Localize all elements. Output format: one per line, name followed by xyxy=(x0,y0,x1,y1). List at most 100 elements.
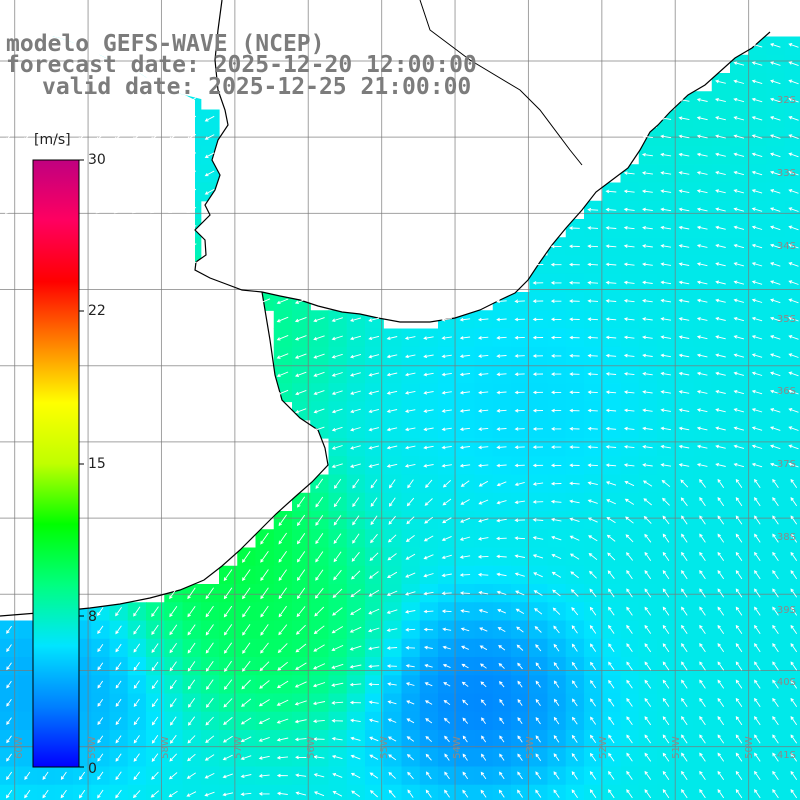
wind-arrow xyxy=(294,700,307,706)
wind-arrow xyxy=(735,533,743,543)
speed-cell xyxy=(784,492,800,512)
wind-arrow xyxy=(587,499,598,504)
wind-arrow xyxy=(751,389,763,395)
speed-cell xyxy=(602,784,622,800)
wind-arrow xyxy=(388,754,397,761)
wind-arrow xyxy=(733,335,745,340)
wind-arrow xyxy=(715,462,726,467)
wind-arrow xyxy=(626,588,633,598)
wind-arrow xyxy=(642,280,653,285)
wind-arrow xyxy=(296,606,306,618)
wind-arrow xyxy=(406,516,415,525)
wind-arrow xyxy=(223,698,233,708)
wind-arrow xyxy=(735,661,743,671)
wind-arrow xyxy=(769,170,781,176)
speed-cell xyxy=(18,657,38,676)
wind-arrow xyxy=(644,606,652,616)
wind-arrow xyxy=(258,792,270,796)
wind-arrow xyxy=(77,133,87,141)
wind-arrow xyxy=(205,642,214,654)
wind-arrow xyxy=(368,589,380,597)
wind-arrow xyxy=(131,261,142,269)
speed-cell xyxy=(127,602,147,622)
wind-arrow xyxy=(351,790,361,797)
wind-arrow xyxy=(608,624,615,634)
wind-arrow xyxy=(6,771,13,781)
wind-arrow xyxy=(478,590,489,595)
wind-arrow xyxy=(425,789,432,798)
wind-arrow xyxy=(331,463,343,469)
wind-arrow xyxy=(352,533,360,544)
wind-arrow xyxy=(151,606,159,617)
wind-arrow xyxy=(662,497,670,506)
wind-arrow xyxy=(696,335,708,340)
wind-arrow xyxy=(59,60,68,68)
wind-arrow xyxy=(699,734,706,744)
wind-arrow xyxy=(41,60,50,68)
wind-arrow xyxy=(295,662,307,670)
speed-cell xyxy=(182,675,202,695)
wind-arrow xyxy=(553,716,560,725)
wind-arrow xyxy=(459,336,471,340)
wind-arrow xyxy=(678,134,690,139)
wind-arrow xyxy=(187,624,196,636)
wind-arrow xyxy=(478,499,489,505)
wind-arrow xyxy=(587,226,599,230)
wind-arrow xyxy=(277,661,288,671)
speed-cell xyxy=(255,784,275,800)
wind-arrow xyxy=(95,97,105,104)
wind-arrow xyxy=(696,171,708,175)
wind-arrow xyxy=(754,570,761,580)
wind-arrow xyxy=(754,661,761,671)
wind-arrow xyxy=(660,426,671,431)
wind-arrow xyxy=(496,445,507,450)
wind-arrow xyxy=(535,662,541,670)
wind-arrow xyxy=(605,262,617,267)
wind-arrow xyxy=(515,590,525,596)
wind-arrow xyxy=(423,591,434,596)
wind-arrow xyxy=(717,478,725,488)
wind-arrow xyxy=(331,701,344,705)
wind-arrow xyxy=(444,789,450,798)
wind-arrow xyxy=(132,79,142,86)
speed-cell xyxy=(182,693,202,713)
wind-arrow xyxy=(590,698,596,707)
wind-arrow xyxy=(258,717,270,724)
wind-arrow xyxy=(444,735,450,743)
wind-arrow xyxy=(313,353,325,359)
wind-arrow xyxy=(532,281,544,285)
wind-arrow xyxy=(97,662,104,671)
wind-arrow xyxy=(295,791,307,796)
wind-arrow xyxy=(441,573,452,578)
wind-arrow xyxy=(223,587,233,600)
wind-arrow xyxy=(333,515,342,526)
lat-label: 34S xyxy=(776,241,796,252)
wind-arrow xyxy=(626,570,633,580)
wind-arrow xyxy=(242,642,251,654)
wind-arrow xyxy=(498,662,505,669)
wind-arrow xyxy=(113,133,123,141)
wind-arrow xyxy=(735,478,743,488)
wind-arrow xyxy=(660,152,672,157)
wind-arrow xyxy=(186,188,197,195)
wind-arrow xyxy=(168,772,178,780)
wind-arrow xyxy=(735,588,743,598)
wind-arrow xyxy=(662,624,670,634)
wind-arrow xyxy=(313,317,325,323)
wind-arrow xyxy=(696,280,708,285)
wind-arrow xyxy=(187,753,196,762)
wind-arrow xyxy=(133,662,140,671)
wind-arrow xyxy=(41,78,50,87)
wind-arrow xyxy=(368,646,380,651)
wind-arrow xyxy=(590,716,597,725)
wind-arrow xyxy=(587,353,598,358)
wind-arrow xyxy=(77,78,87,86)
wind-arrow xyxy=(4,224,13,233)
wind-arrow xyxy=(569,481,580,486)
wind-arrow xyxy=(642,244,653,248)
wind-arrow xyxy=(605,390,617,394)
wind-arrow xyxy=(681,606,688,616)
speed-cell xyxy=(18,730,38,749)
wind-arrow xyxy=(607,552,616,561)
wind-arrow xyxy=(388,497,396,507)
